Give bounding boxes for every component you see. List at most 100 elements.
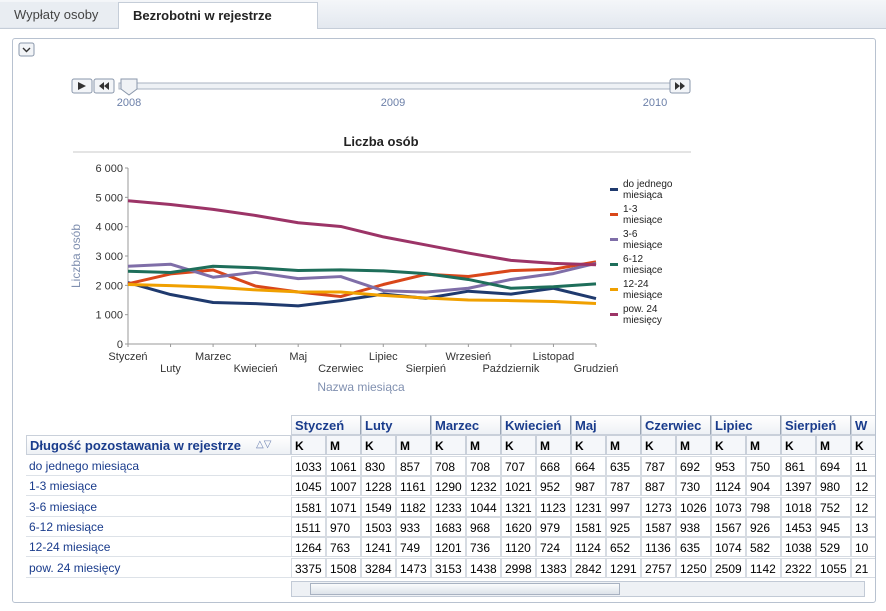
table-cell: 11 <box>851 455 875 476</box>
row-label: pow. 24 miesięcy <box>26 558 291 578</box>
legend-label: do jednego miesiąca <box>623 179 673 201</box>
column-header: Sierpień <box>781 415 851 435</box>
slider-label: 2009 <box>381 97 405 109</box>
table-cell: 1231 <box>571 496 606 517</box>
x-tick-label: Marzec <box>195 351 232 363</box>
x-tick-label: Luty <box>160 363 181 375</box>
column-header: Lipiec <box>711 415 781 435</box>
series-line <box>127 264 597 290</box>
table-cell: 708 <box>466 455 501 476</box>
column-header: Kwiecień <box>501 415 571 435</box>
y-tick-label: 5 000 <box>95 192 123 204</box>
slider-label: 2010 <box>643 97 667 109</box>
tab-bar: Wypłaty osoby Bezrobotni w rejestrze <box>0 0 886 29</box>
series-line <box>127 281 597 308</box>
table-cell: 987 <box>571 476 606 497</box>
table-cell: 750 <box>746 455 781 476</box>
table-cell: 1123 <box>536 496 571 517</box>
subheader: K <box>501 435 536 456</box>
y-tick-label: 3 000 <box>95 251 123 263</box>
y-axis-title: Liczba osób <box>69 224 83 288</box>
table-cell: 952 <box>536 476 571 497</box>
subheader: M <box>746 435 781 456</box>
slider-thumb[interactable] <box>120 78 138 96</box>
subheader: M <box>676 435 711 456</box>
table-cell: 945 <box>816 517 851 537</box>
table-cell: 938 <box>676 517 711 537</box>
table-cell: 652 <box>606 537 641 558</box>
column-header: Marzec <box>431 415 501 435</box>
table-cell: 1161 <box>396 476 431 497</box>
scrollbar[interactable] <box>291 581 865 597</box>
table-cell: 3375 <box>291 557 326 578</box>
table-cell: 692 <box>676 455 711 476</box>
table-cell: 1136 <box>641 537 676 558</box>
sort-icons[interactable]: △▽ <box>256 439 272 451</box>
subheader: M <box>466 435 501 456</box>
x-tick-label: Lipiec <box>369 351 398 363</box>
subheader: K <box>781 435 816 456</box>
table-cell: 752 <box>816 496 851 517</box>
table-cell: 1250 <box>676 557 711 578</box>
panel: 2008 2009 2010 Liczba osób Liczba osób N… <box>12 38 876 603</box>
table-cell: 830 <box>361 455 396 476</box>
x-axis-title: Nazwa miesiąca <box>317 380 405 394</box>
tab-active[interactable]: Bezrobotni w rejestrze <box>118 2 318 29</box>
series-line <box>127 199 597 267</box>
table-cell: 635 <box>676 537 711 558</box>
table-cell: 1038 <box>781 537 816 558</box>
table-cell: 13 <box>851 517 875 537</box>
table-cell: 1026 <box>676 496 711 517</box>
legend-swatch <box>610 213 618 216</box>
subheader: M <box>326 435 361 456</box>
column-header: W <box>851 415 875 435</box>
table-cell: 1438 <box>466 557 501 578</box>
table-cell: 1045 <box>291 476 326 497</box>
table-cell: 1182 <box>396 496 431 517</box>
table-cell: 861 <box>781 455 816 476</box>
table-cell: 1018 <box>781 496 816 517</box>
scroll-thumb[interactable] <box>310 583 620 595</box>
collapse-button[interactable] <box>18 42 35 57</box>
column-header: Luty <box>361 415 431 435</box>
table-cell: 1228 <box>361 476 396 497</box>
table-cell: 1073 <box>711 496 746 517</box>
table-cell: 926 <box>746 517 781 537</box>
legend-swatch <box>610 313 618 316</box>
legend-label: 1-3 miesiące <box>623 204 663 226</box>
table-cell: 1567 <box>711 517 746 537</box>
table-cell: 968 <box>466 517 501 537</box>
table-cell: 664 <box>571 455 606 476</box>
subheader: K <box>641 435 676 456</box>
subheader: M <box>816 435 851 456</box>
table-cell: 1503 <box>361 517 396 537</box>
x-tick-label: Kwiecień <box>234 363 278 375</box>
table-cell: 763 <box>326 537 361 558</box>
table-cell: 1581 <box>291 496 326 517</box>
x-tick-label: Sierpień <box>406 363 446 375</box>
tab[interactable]: Wypłaty osoby <box>0 2 127 27</box>
row-label: 1-3 miesiące <box>26 476 291 497</box>
table-cell: 708 <box>431 455 466 476</box>
table-cell: 3153 <box>431 557 466 578</box>
column-header: Styczeń <box>291 415 361 435</box>
y-tick-label: 0 <box>117 339 123 351</box>
table-cell: 887 <box>641 476 676 497</box>
table-cell: 1033 <box>291 455 326 476</box>
table-cell: 1061 <box>326 455 361 476</box>
subheader: K <box>431 435 466 456</box>
subheader: M <box>396 435 431 456</box>
table-cell: 12 <box>851 476 875 497</box>
table: Styczeń Luty Marzec Kwiecień Maj Czerwiec Lipi… <box>13 39 875 602</box>
table-cell: 1273 <box>641 496 676 517</box>
table-cell: 1581 <box>571 517 606 537</box>
column-header: Czerwiec <box>641 415 711 435</box>
table-cell: 997 <box>606 496 641 517</box>
row-label: do jednego miesiąca <box>26 456 291 476</box>
y-tick-label: 2 000 <box>95 280 123 292</box>
table-cell: 1007 <box>326 476 361 497</box>
table-cell: 2322 <box>781 557 816 578</box>
table-cell: 724 <box>536 537 571 558</box>
legend-label: pow. 24 miesięcy <box>623 304 662 326</box>
series-line <box>127 261 597 294</box>
